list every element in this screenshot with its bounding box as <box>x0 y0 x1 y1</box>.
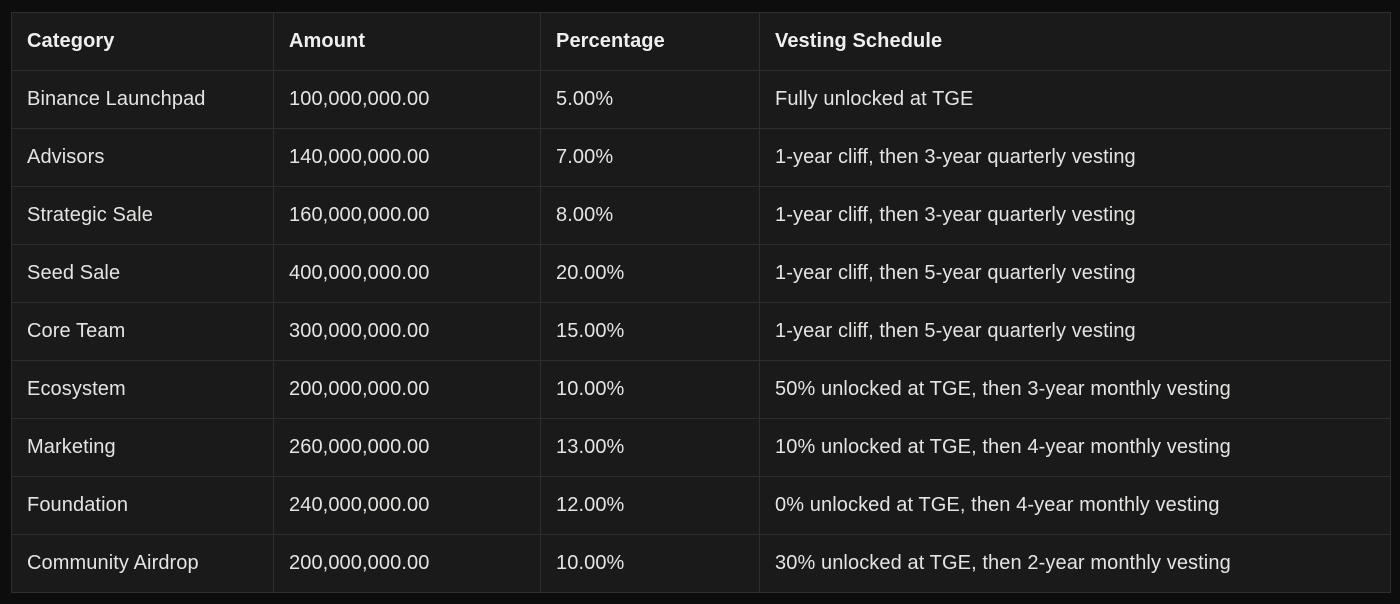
column-header-vesting-schedule: Vesting Schedule <box>759 12 1391 71</box>
cell-category: Advisors <box>11 128 274 187</box>
cell-amount: 100,000,000.00 <box>273 70 541 129</box>
cell-percentage: 13.00% <box>540 418 760 477</box>
cell-amount: 240,000,000.00 <box>273 476 541 535</box>
cell-vesting-schedule: 10% unlocked at TGE, then 4-year monthly… <box>759 418 1391 477</box>
cell-amount: 200,000,000.00 <box>273 534 541 593</box>
cell-vesting-schedule: 1-year cliff, then 3-year quarterly vest… <box>759 186 1391 245</box>
cell-amount: 200,000,000.00 <box>273 360 541 419</box>
cell-vesting-schedule: Fully unlocked at TGE <box>759 70 1391 129</box>
cell-vesting-schedule: 1-year cliff, then 5-year quarterly vest… <box>759 302 1391 361</box>
table-row: Strategic Sale 160,000,000.00 8.00% 1-year … <box>11 186 1391 245</box>
column-header-amount: Amount <box>273 12 541 71</box>
table-row: Marketing 260,000,000.00 13.00% 10% unlocke… <box>11 418 1391 477</box>
column-header-category: Category <box>11 12 274 71</box>
cell-amount: 160,000,000.00 <box>273 186 541 245</box>
table-row: Binance Launchpad 100,000,000.00 5.00% Full… <box>11 70 1391 129</box>
cell-category: Binance Launchpad <box>11 70 274 129</box>
cell-category: Seed Sale <box>11 244 274 303</box>
cell-amount: 260,000,000.00 <box>273 418 541 477</box>
cell-vesting-schedule: 30% unlocked at TGE, then 2-year monthly… <box>759 534 1391 593</box>
cell-category: Foundation <box>11 476 274 535</box>
cell-percentage: 20.00% <box>540 244 760 303</box>
table-row: Seed Sale 400,000,000.00 20.00% 1-year clif… <box>11 244 1391 303</box>
cell-category: Ecosystem <box>11 360 274 419</box>
cell-category: Core Team <box>11 302 274 361</box>
token-allocation-table-container: Category Amount Percentage Vesting Schedule… <box>11 12 1391 593</box>
cell-percentage: 10.00% <box>540 360 760 419</box>
table-row: Core Team 300,000,000.00 15.00% 1-year clif… <box>11 302 1391 361</box>
table-row: Foundation 240,000,000.00 12.00% 0% unlocke… <box>11 476 1391 535</box>
cell-percentage: 12.00% <box>540 476 760 535</box>
table-row: Community Airdrop 200,000,000.00 10.00% 30%… <box>11 534 1391 593</box>
cell-percentage: 7.00% <box>540 128 760 187</box>
table-body: Binance Launchpad 100,000,000.00 5.00% Full… <box>11 70 1391 593</box>
cell-amount: 140,000,000.00 <box>273 128 541 187</box>
cell-percentage: 8.00% <box>540 186 760 245</box>
cell-amount: 300,000,000.00 <box>273 302 541 361</box>
cell-percentage: 15.00% <box>540 302 760 361</box>
token-allocation-table: Category Amount Percentage Vesting Schedule… <box>11 12 1391 593</box>
column-header-percentage: Percentage <box>540 12 760 71</box>
cell-vesting-schedule: 0% unlocked at TGE, then 4-year monthly … <box>759 476 1391 535</box>
cell-vesting-schedule: 1-year cliff, then 3-year quarterly vest… <box>759 128 1391 187</box>
table-row: Advisors 140,000,000.00 7.00% 1-year cliff,… <box>11 128 1391 187</box>
cell-percentage: 5.00% <box>540 70 760 129</box>
cell-category: Community Airdrop <box>11 534 274 593</box>
table-row: Ecosystem 200,000,000.00 10.00% 50% unlocke… <box>11 360 1391 419</box>
cell-category: Strategic Sale <box>11 186 274 245</box>
cell-percentage: 10.00% <box>540 534 760 593</box>
cell-category: Marketing <box>11 418 274 477</box>
cell-amount: 400,000,000.00 <box>273 244 541 303</box>
cell-vesting-schedule: 50% unlocked at TGE, then 3-year monthly… <box>759 360 1391 419</box>
table-header-row: Category Amount Percentage Vesting Schedule <box>11 12 1391 71</box>
cell-vesting-schedule: 1-year cliff, then 5-year quarterly vest… <box>759 244 1391 303</box>
